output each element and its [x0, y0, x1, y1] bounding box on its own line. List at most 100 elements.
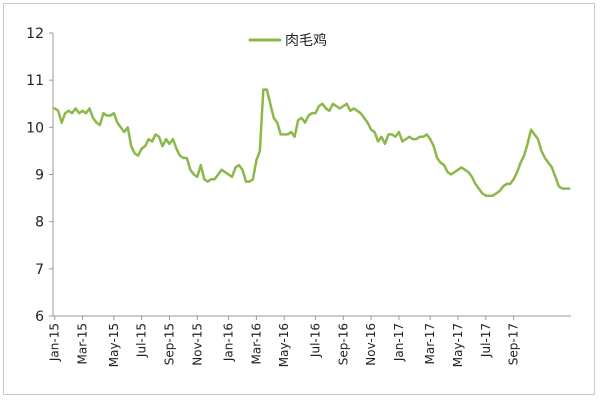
x-tick-label: Jan-16 [222, 323, 236, 362]
y-tick-label: 12 [26, 26, 44, 42]
data-point [238, 164, 240, 166]
data-point [266, 88, 268, 91]
data-point [356, 110, 358, 112]
data-point [415, 138, 418, 140]
data-point [60, 121, 63, 124]
data-point [373, 131, 376, 133]
x-tick-label: Sep-15 [162, 323, 176, 365]
data-point [523, 154, 525, 157]
data-point [196, 176, 199, 178]
x-tick-label: Sep-17 [507, 323, 521, 365]
data-point [175, 147, 178, 150]
legend: 肉毛鸡 [248, 32, 327, 49]
data-point [544, 157, 546, 159]
data-point [276, 121, 279, 124]
data-point [335, 105, 338, 107]
data-point [203, 178, 206, 181]
x-tick-label: Mar-15 [76, 323, 90, 364]
data-point [224, 171, 226, 173]
data-point [318, 105, 320, 107]
y-tick-label: 6 [35, 309, 44, 325]
x-tick-label: Sep-16 [336, 323, 350, 365]
data-point [561, 187, 564, 190]
data-point [509, 183, 511, 185]
data-point [102, 112, 105, 114]
data-point [172, 138, 174, 140]
data-point [154, 133, 157, 136]
data-point [471, 176, 473, 178]
data-point [387, 133, 390, 136]
data-point [519, 161, 522, 164]
data-point [366, 121, 369, 124]
data-point [182, 157, 185, 159]
data-point [505, 183, 508, 185]
data-point [106, 114, 108, 117]
data-point [460, 166, 463, 169]
data-point [551, 166, 553, 169]
data-point [286, 133, 289, 136]
y-tick-label: 8 [35, 215, 44, 231]
data-point [210, 178, 212, 181]
x-tick-label: Mar-17 [423, 323, 437, 364]
data-point [189, 168, 192, 171]
data-point [558, 185, 560, 188]
line-chart: 6 7 8 9 10 11 12 Jan-15 Mar-15 May-15 Jul-15 Sep-1… [26, 26, 571, 367]
data-point [408, 135, 411, 138]
y-tick-label: 11 [26, 73, 44, 89]
data-point [53, 107, 56, 110]
data-point [300, 117, 303, 119]
data-point [491, 194, 494, 197]
data-point [116, 121, 119, 124]
data-point [133, 152, 136, 155]
data-point [279, 133, 282, 136]
data-point [123, 131, 126, 133]
data-point [450, 173, 452, 176]
data-point [526, 143, 529, 145]
data-point [370, 128, 372, 131]
data-point [568, 187, 571, 190]
data-point [67, 110, 70, 112]
data-point [213, 178, 216, 181]
data-point [464, 168, 466, 171]
data-point [137, 154, 139, 157]
data-point [206, 180, 209, 183]
data-point [88, 107, 91, 110]
x-tick-label: Jul-15 [135, 323, 149, 358]
data-point [74, 107, 77, 110]
data-point [165, 138, 167, 140]
data-point [217, 173, 219, 176]
x-tick-label: Jan-15 [48, 323, 62, 362]
data-point [130, 145, 133, 147]
data-point [220, 168, 223, 171]
data-point [467, 171, 470, 173]
data-point [231, 176, 233, 178]
data-point [453, 171, 456, 173]
data-point [533, 133, 536, 136]
x-tick-label: May-15 [107, 323, 121, 367]
data-point [498, 190, 501, 192]
data-point [64, 112, 66, 114]
data-point [359, 112, 362, 114]
data-point [199, 164, 202, 166]
data-point [321, 102, 324, 105]
x-tick-label: Nov-16 [364, 323, 378, 366]
data-point [328, 110, 331, 112]
data-point [516, 171, 518, 173]
data-point [179, 154, 181, 157]
data-point [398, 131, 400, 133]
data-point [540, 150, 543, 152]
data-point [418, 135, 421, 138]
data-point [537, 138, 539, 140]
data-point [363, 117, 365, 119]
data-point [151, 140, 153, 143]
data-point [391, 133, 393, 136]
data-point [339, 107, 341, 110]
x-tick-label: Mar-16 [249, 323, 263, 364]
data-point [412, 138, 414, 140]
data-point [436, 157, 438, 159]
data-point [512, 178, 515, 181]
data-point [488, 194, 491, 197]
x-tick-label: Nov-15 [190, 323, 204, 366]
data-point [92, 117, 94, 119]
data-point [126, 126, 129, 129]
